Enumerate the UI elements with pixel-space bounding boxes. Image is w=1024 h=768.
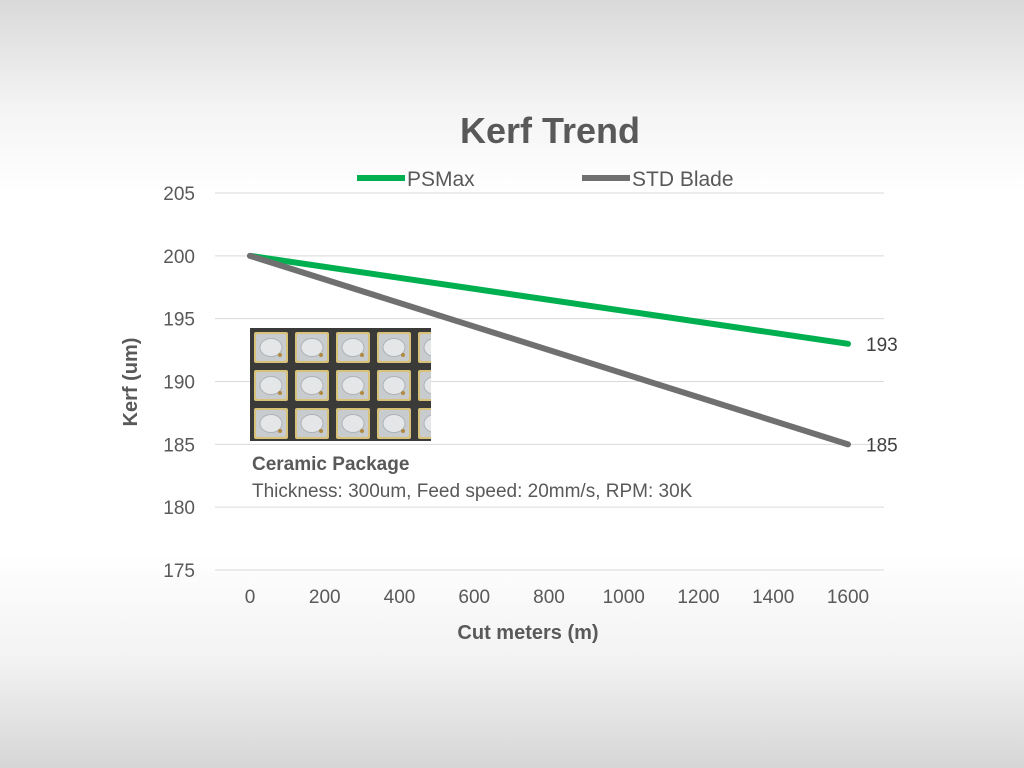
y-tick-label: 185: [163, 435, 195, 456]
x-tick-label: 0: [245, 587, 256, 608]
legend: PSMax STD Blade: [357, 168, 734, 191]
end-labels: 193 185: [866, 335, 898, 457]
x-tick-label: 1400: [752, 587, 794, 608]
x-tick-label: 400: [384, 587, 416, 608]
end-label: 193: [866, 335, 898, 356]
series-line-psmax: [247, 252, 851, 347]
y-tick-label: 190: [163, 373, 195, 394]
x-tick-labels: 0 200 400 600 800 1000 1200 1400 1600: [245, 587, 869, 608]
x-tick-label: 1000: [603, 587, 645, 608]
x-tick-label: 200: [309, 587, 341, 608]
inset-photo-ceramic-package: [250, 328, 431, 441]
y-tick-label: 200: [163, 247, 195, 268]
x-tick-label: 1200: [677, 587, 719, 608]
end-label: 185: [866, 435, 898, 456]
x-axis-title: Cut meters (m): [457, 622, 598, 644]
y-tick-label: 175: [163, 561, 195, 582]
legend-label: STD Blade: [632, 168, 734, 191]
y-tick-label: 195: [163, 310, 195, 331]
x-tick-label: 600: [458, 587, 490, 608]
series-line-std-blade: [247, 252, 851, 448]
x-tick-label: 1600: [827, 587, 869, 608]
annotation-title: Ceramic Package: [252, 454, 409, 475]
series-lines: [247, 252, 851, 448]
annotation-text: Thickness: 300um, Feed speed: 20mm/s, RP…: [252, 481, 693, 502]
y-tick-label: 205: [163, 184, 195, 205]
legend-label: PSMax: [407, 168, 475, 191]
chart-title: Kerf Trend: [460, 110, 640, 151]
y-tick-label: 180: [163, 498, 195, 519]
y-tick-labels: 175 180 185 190 195 200 205: [163, 184, 195, 582]
x-tick-label: 800: [533, 587, 565, 608]
y-axis-title: Kerf (um): [120, 338, 142, 427]
